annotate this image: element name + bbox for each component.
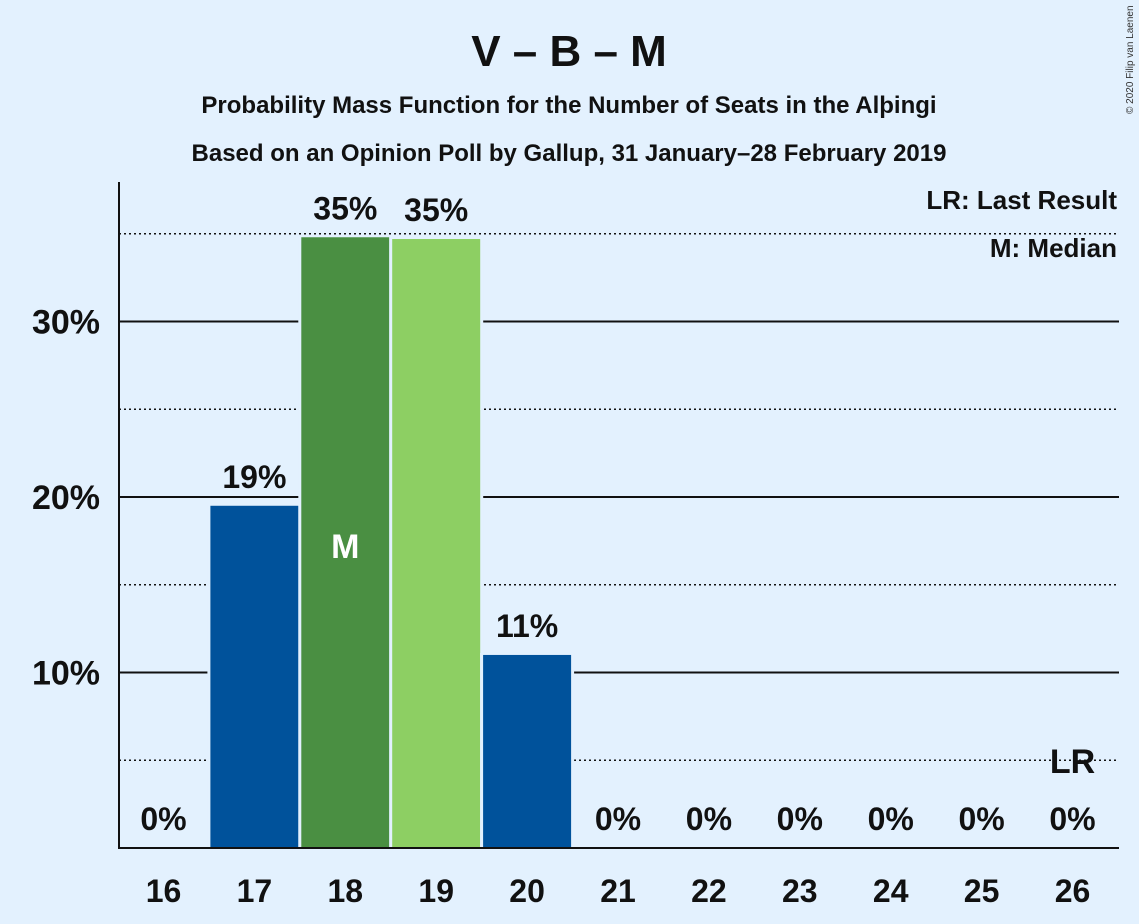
data-label-seat-20: 11% [496,608,558,644]
x-tick-label: 21 [600,873,636,909]
data-label-seat-26: 0% [1049,801,1095,837]
x-tick-label: 23 [782,873,818,909]
y-tick-label: 10% [32,655,100,693]
data-label-seat-17: 19% [222,459,286,495]
bars [207,235,575,848]
copyright-notice: © 2020 Filip van Laenen [1125,5,1136,114]
data-label-seat-25: 0% [958,801,1004,837]
x-tick-label: 20 [509,873,545,909]
x-tick-label: 26 [1055,873,1091,909]
chart-subtitle-2: Based on an Opinion Poll by Gallup, 31 J… [192,140,947,167]
legend-median: M: Median [990,233,1117,263]
y-tick-label: 30% [32,304,100,342]
y-tick-label: 20% [32,479,100,517]
bar-fill-seat-19 [392,239,481,848]
bar-fill-seat-18 [301,237,390,848]
bar-fill-seat-20 [483,654,572,848]
last-result-marker: LR [1050,743,1095,781]
x-tick-label: 19 [418,873,454,909]
x-tick-label: 25 [964,873,1000,909]
data-label-seat-21: 0% [595,801,641,837]
x-tick-label: 18 [328,873,364,909]
x-tick-labels: 16 17 18 19 20 21 22 23 24 25 26 [146,873,1091,909]
chart-subtitle-1: Probability Mass Function for the Number… [201,92,936,119]
data-labels: 0% 19% 35% 35% 11% 0% 0% 0% 0% 0% 0% M LR [140,190,1095,837]
x-tick-label: 24 [873,873,909,909]
legend-last-result: LR: Last Result [926,185,1117,215]
chart-title: V – B – M [471,27,667,76]
x-tick-label: 22 [691,873,727,909]
x-tick-label: 16 [146,873,182,909]
data-label-seat-19: 35% [404,192,468,228]
data-label-seat-23: 0% [777,801,823,837]
bar-fill-seat-17 [210,505,299,848]
data-label-seat-24: 0% [868,801,914,837]
median-marker: M [331,528,359,566]
x-tick-label: 17 [237,873,273,909]
data-label-seat-16: 0% [140,801,186,837]
data-label-seat-22: 0% [686,801,732,837]
data-label-seat-18: 35% [313,190,377,226]
y-tick-labels: 10% 20% 30% [32,304,100,693]
